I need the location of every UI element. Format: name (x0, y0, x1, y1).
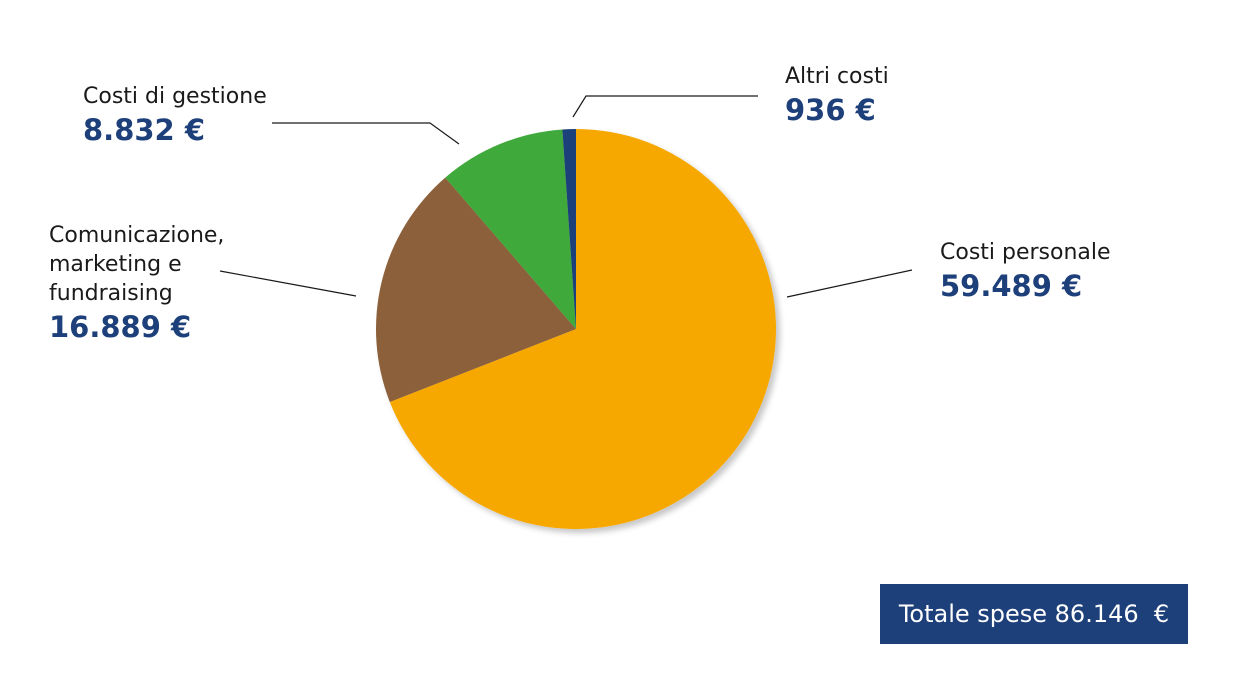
label-costi-gestione: Costi di gestione 8.832 € (83, 82, 267, 149)
slice-name-comunicazione-line-2: marketing e (49, 252, 182, 277)
leader-line-comunicazione (219, 270, 357, 297)
slice-name-comunicazione-line-3: fundraising (49, 281, 173, 306)
leader-line-altri-costi (572, 95, 758, 118)
pie-slice-costi-personale (389, 129, 777, 529)
total-expenses-badge: Totale spese 86.146 € (880, 584, 1188, 644)
slice-name-costi-gestione: Costi di gestione (83, 84, 267, 109)
slice-name-comunicazione-line-1: Comunicazione, (49, 223, 225, 248)
leader-line-costi-gestione (272, 122, 460, 145)
label-costi-personale: Costi personale 59.489 € (940, 238, 1111, 305)
leader-line-costi-personale (786, 269, 913, 298)
slice-name-costi-personale: Costi personale (940, 240, 1111, 265)
slice-name-altri-costi: Altri costi (785, 64, 889, 89)
slice-value-comunicazione: 16.889 € (49, 310, 192, 344)
pie-slice-comunicazione (376, 177, 576, 402)
slice-value-costi-personale: 59.489 € (940, 269, 1083, 303)
label-comunicazione: Comunicazione, marketing e fundraising 1… (49, 221, 224, 346)
slice-value-altri-costi: 936 € (785, 93, 876, 127)
slice-value-costi-gestione: 8.832 € (83, 113, 206, 147)
label-altri-costi: Altri costi 936 € (785, 62, 889, 129)
pie-slice-costi-gestione (445, 129, 576, 329)
pie-slice-altri-costi (562, 129, 576, 329)
